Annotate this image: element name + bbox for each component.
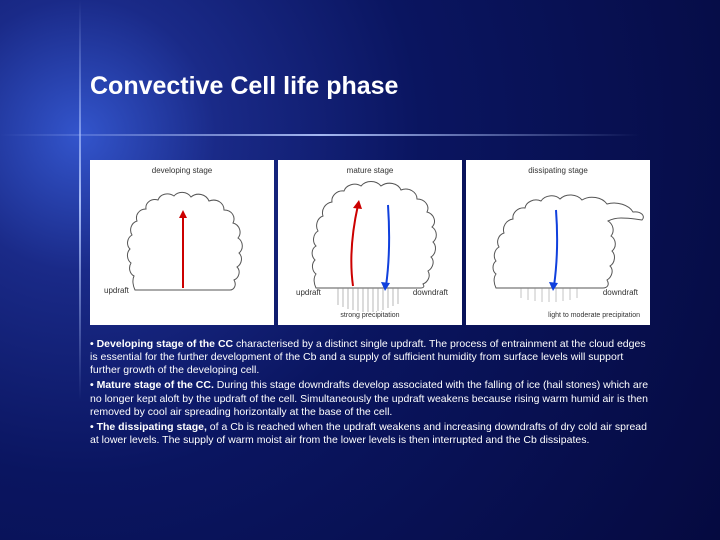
diagram-row: developing stage updraft mature stage — [90, 160, 650, 325]
label-updraft-2: updraft — [296, 288, 321, 297]
cloud-developing — [90, 160, 274, 325]
panel-mature: mature stage — [278, 160, 462, 325]
lens-flare — [80, 135, 81, 136]
bullet-3-bold: The dissipating stage, — [97, 421, 207, 433]
bullet-2: • Mature stage of the CC. During this st… — [90, 379, 650, 418]
bullet-block: • Developing stage of the CC characteris… — [90, 338, 650, 449]
bullet-1: • Developing stage of the CC characteris… — [90, 338, 650, 377]
panel-developing: developing stage updraft — [90, 160, 274, 325]
cloud-mature — [278, 160, 462, 325]
bullet-3: • The dissipating stage, of a Cb is reac… — [90, 421, 650, 447]
bullet-1-bold: Developing stage of the CC — [97, 338, 234, 350]
panel-dissipating: dissipating stage downdraft light to mod… — [466, 160, 650, 325]
bullet-2-bold: Mature stage of the CC. — [97, 379, 214, 391]
label-precip-3: light to moderate precipitation — [548, 312, 640, 319]
label-downdraft-3: downdraft — [603, 288, 638, 297]
label-updraft-1: updraft — [104, 286, 129, 295]
cloud-dissipating — [466, 160, 650, 325]
slide-title: Convective Cell life phase — [90, 72, 398, 101]
label-downdraft-2: downdraft — [413, 288, 448, 297]
label-precip-2: strong precipitation — [340, 312, 399, 319]
